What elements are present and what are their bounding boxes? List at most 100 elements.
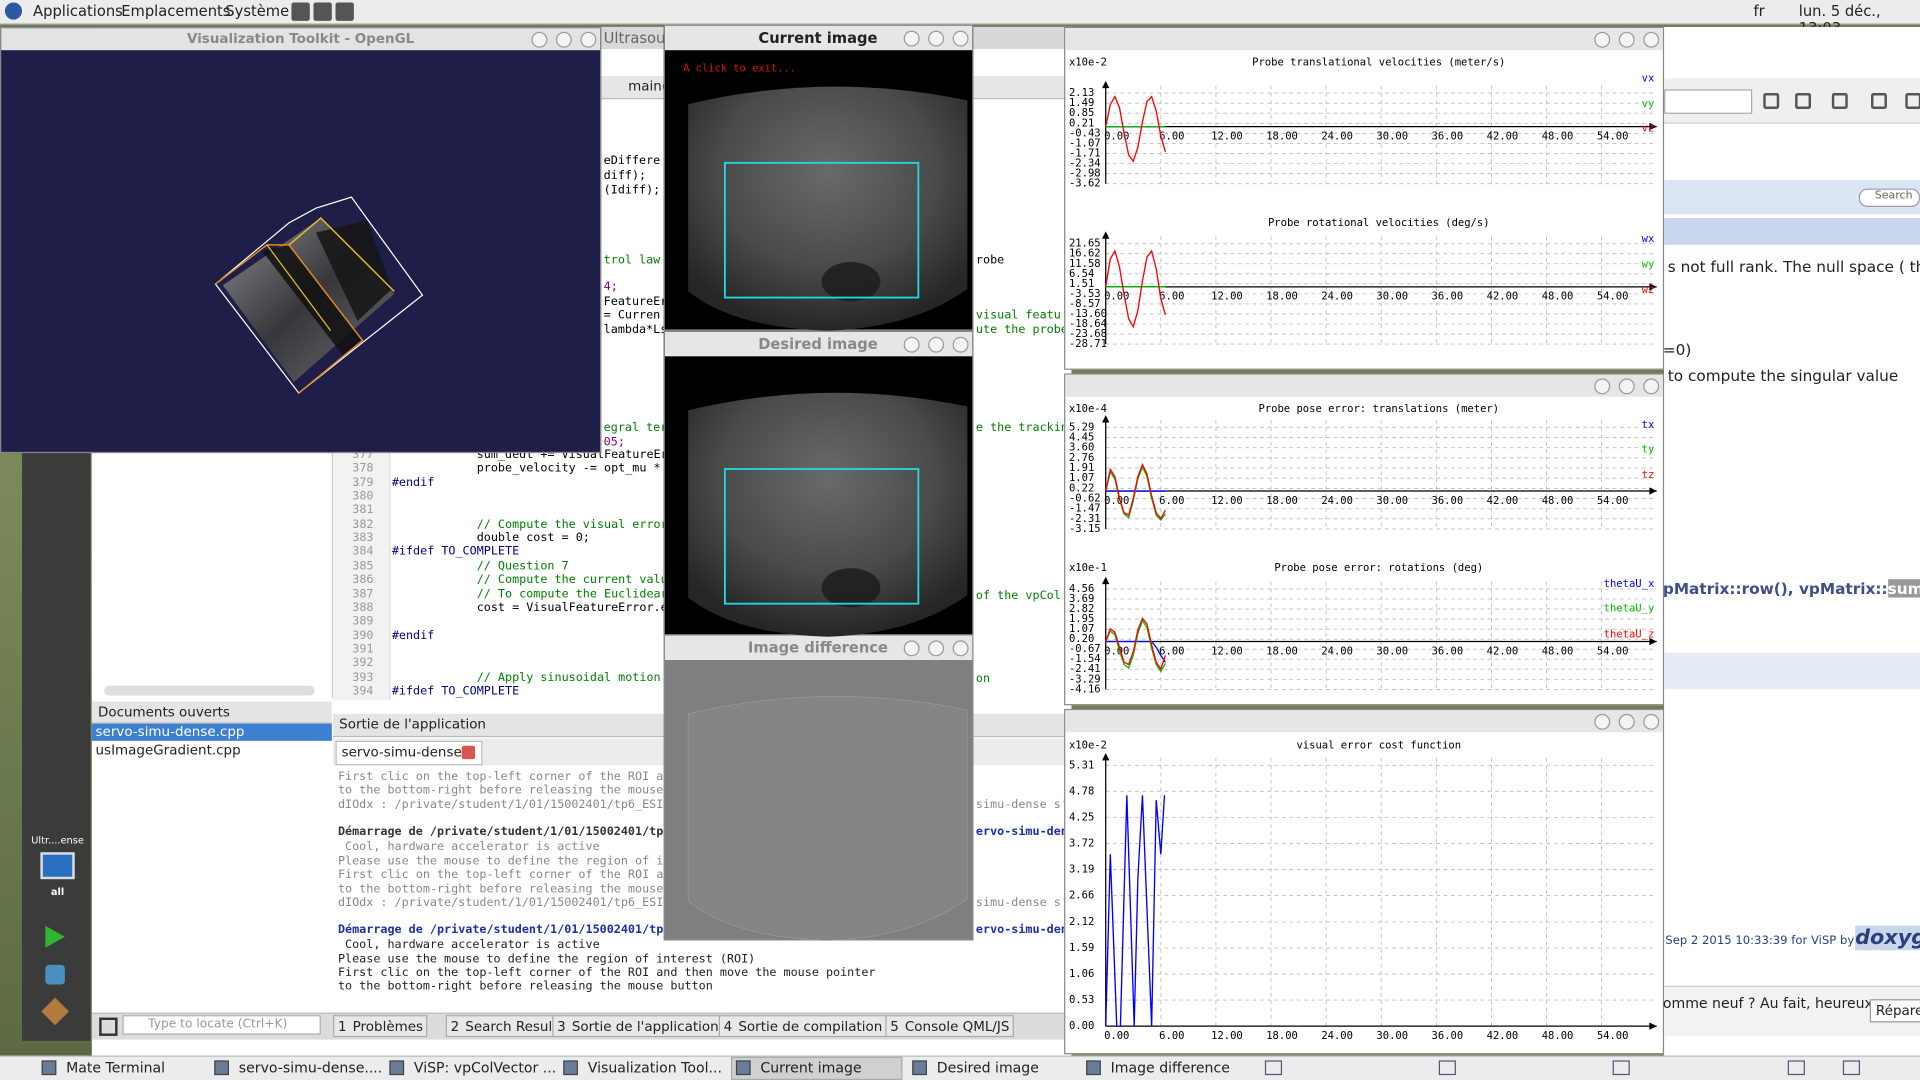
task-icon[interactable] (389, 1060, 405, 1076)
line-number: 384 (352, 545, 374, 559)
output-line: dIOdx : /private/student/1/01/15002401/t… (337, 896, 671, 910)
task-button[interactable]: servo-simu-dense.... (238, 1059, 383, 1077)
output-pane-tab[interactable]: 3 Sortie de l'application (552, 1015, 724, 1038)
toolbar-icon[interactable] (1795, 93, 1812, 109)
toolbar-icon[interactable] (1905, 93, 1920, 109)
code-line: // Question 7 (391, 559, 569, 573)
url-field[interactable] (1664, 89, 1753, 114)
doc-text: to compute the singular value (1667, 366, 1899, 385)
code-fragment: trol law (603, 253, 661, 267)
task-button[interactable]: Image difference (1110, 1059, 1230, 1077)
open-document[interactable]: usImageGradient.cpp (95, 742, 241, 758)
output-pane-tab[interactable]: 1 Problèmes (333, 1015, 428, 1038)
line-number: 392 (352, 656, 374, 671)
repair-button[interactable]: Répare (1869, 999, 1920, 1023)
code-line: #endif (391, 475, 435, 490)
search-box[interactable]: Search (1858, 188, 1920, 207)
output-tab[interactable]: servo-simu-dense (335, 740, 483, 766)
tray-icon[interactable] (1612, 1060, 1630, 1076)
window-button[interactable] (1643, 31, 1660, 48)
window-button[interactable] (1594, 378, 1611, 395)
output-line: to the bottom-right before releasing the… (337, 783, 664, 798)
task-button[interactable]: Current image (760, 1059, 862, 1077)
toolbar-icon[interactable] (1763, 93, 1780, 109)
task-icon[interactable] (563, 1060, 578, 1076)
output-pane-tab[interactable]: 5 Console QML/JS (885, 1015, 1015, 1038)
editor-tab[interactable]: main( (628, 78, 668, 95)
active-task (731, 1056, 903, 1080)
line-number: 393 (352, 670, 374, 684)
open-document[interactable]: servo-simu-dense.cpp (91, 723, 332, 741)
tray-icon[interactable] (1842, 1060, 1860, 1076)
toolbar-icon[interactable] (1831, 93, 1848, 109)
tray-icon[interactable] (1438, 1060, 1456, 1076)
tray-icon[interactable] (1264, 1060, 1283, 1076)
fedora-icon[interactable] (4, 2, 23, 20)
tab-label: Problèmes (352, 1018, 424, 1035)
plot-window (1064, 26, 1665, 370)
window-button[interactable] (1643, 713, 1660, 730)
launcher-icon[interactable] (291, 2, 310, 21)
doxygen-logo[interactable]: doxygen (1855, 925, 1920, 951)
output-pane-tab[interactable]: 2 Search Results (445, 1015, 570, 1038)
notification-text: omme neuf ? Au fait, heureux (1662, 994, 1873, 1012)
window-button[interactable] (952, 30, 969, 47)
window-button[interactable] (531, 31, 548, 48)
window-button[interactable] (903, 30, 920, 47)
window-button[interactable] (928, 30, 945, 47)
launcher-icon[interactable] (313, 2, 332, 21)
documents-header: Documents ouverts (97, 704, 230, 720)
task-icon[interactable] (41, 1060, 57, 1076)
task-button[interactable]: Desired image (936, 1059, 1039, 1077)
window-button[interactable] (1594, 31, 1611, 48)
scrollbar[interactable] (104, 685, 315, 696)
output-line: Cool, hardware accelerator is active (337, 840, 600, 854)
window-button[interactable] (952, 640, 969, 657)
output-pane-tab[interactable]: 4 Sortie de compilation (718, 1015, 888, 1038)
task-button[interactable]: Visualization Tool... (587, 1059, 722, 1077)
monitor-icon[interactable] (40, 852, 75, 880)
task-icon[interactable] (912, 1060, 927, 1076)
top-panel: Applications Emplacements Système fr lun. 5 … (0, 0, 1920, 37)
toolbar-icon[interactable] (1871, 93, 1887, 109)
menu[interactable]: Applications (33, 2, 123, 20)
window-button[interactable] (928, 336, 945, 353)
window-button[interactable] (1618, 713, 1635, 730)
debug-button[interactable] (45, 964, 65, 985)
window-button[interactable] (903, 640, 920, 657)
window-button[interactable] (1618, 31, 1635, 48)
doc-footer: Sep 2 2015 10:33:39 for ViSP by (1665, 934, 1855, 948)
close-tab[interactable] (461, 745, 476, 760)
window-button[interactable] (1618, 378, 1635, 395)
titlebar (664, 25, 973, 51)
window-button[interactable] (580, 31, 597, 48)
menu[interactable]: Système (225, 2, 290, 20)
task-icon[interactable] (735, 1060, 751, 1076)
menu[interactable]: Emplacements (121, 2, 231, 20)
window-button[interactable] (1594, 713, 1611, 730)
task-icon[interactable] (1086, 1060, 1101, 1076)
line-number: 381 (352, 503, 374, 518)
output-fragment: ervo-simu-dens (975, 923, 1075, 937)
code-fragment: 05; (603, 435, 625, 450)
output-fragment: ervo-simu-den (975, 825, 1068, 839)
task-icon[interactable] (214, 1060, 229, 1076)
keyboard-layout[interactable]: fr (1753, 2, 1765, 20)
launcher-icon[interactable] (335, 2, 354, 21)
task-button[interactable]: ViSP: vpColVector ... (413, 1059, 557, 1077)
window-button[interactable] (555, 31, 572, 48)
sidebar-toggle[interactable] (99, 1017, 118, 1036)
code-gutter (333, 453, 391, 701)
code-fragment: lambda*Ls (603, 323, 668, 337)
run-button[interactable] (45, 925, 65, 948)
window-button[interactable] (1643, 378, 1660, 395)
locate-box[interactable]: Type to locate (Ctrl+K) (122, 1015, 321, 1035)
window-button[interactable] (928, 640, 945, 657)
code-fragment: = Curren (603, 308, 661, 323)
tray-icon[interactable] (1787, 1060, 1805, 1076)
task-button[interactable]: Mate Terminal (66, 1059, 166, 1077)
window-title: Desired image (758, 335, 878, 353)
window-button[interactable] (952, 336, 969, 353)
window-button[interactable] (903, 336, 920, 353)
documents-header-bar (91, 701, 332, 724)
